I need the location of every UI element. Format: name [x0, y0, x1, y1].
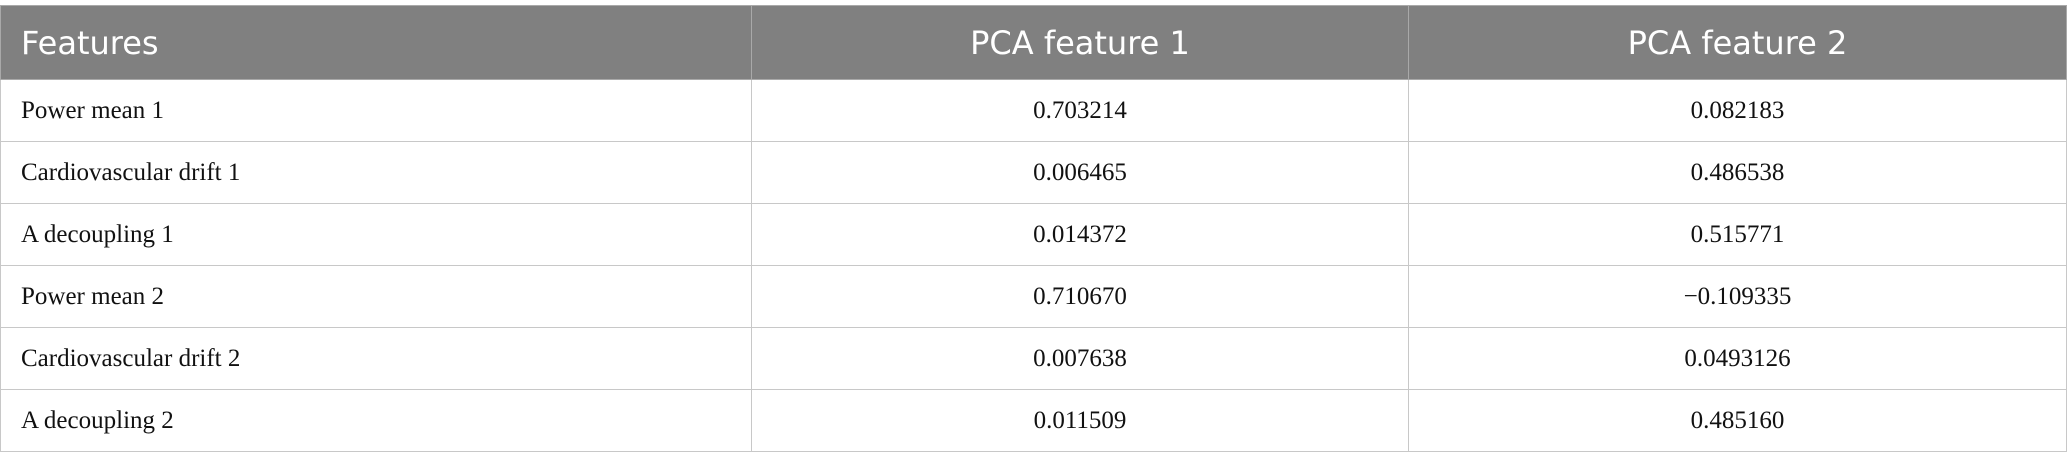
table: Features PCA feature 1 PCA feature 2 Power… — [0, 5, 2067, 452]
table-cell: Power mean 2 — [0, 265, 752, 328]
header-cell: PCA feature 2 — [1408, 5, 2067, 80]
table-wrapper: Features PCA feature 1 PCA feature 2 Power… — [0, 5, 2067, 452]
table-cell: 0.486538 — [1408, 141, 2067, 204]
table-row: Cardiovascular drift 2 0.007638 0.0493126 — [0, 327, 2067, 390]
table-cell: 0.515771 — [1408, 203, 2067, 266]
header-cell: PCA feature 1 — [751, 5, 1409, 80]
table-cell: 0.0493126 — [1408, 327, 2067, 390]
table-cell: 0.007638 — [751, 327, 1409, 390]
table-body: Power mean 1 0.703214 0.082183 Cardiovascul… — [0, 79, 2067, 452]
table-row: Power mean 2 0.710670 −0.109335 — [0, 265, 2067, 328]
table-cell: Power mean 1 — [0, 79, 752, 142]
table-row: Power mean 1 0.703214 0.082183 — [0, 79, 2067, 142]
table-row: Cardiovascular drift 1 0.006465 0.486538 — [0, 141, 2067, 204]
table-cell: A decoupling 1 — [0, 203, 752, 266]
table-cell: Cardiovascular drift 1 — [0, 141, 752, 204]
table-cell: 0.710670 — [751, 265, 1409, 328]
table-cell: Cardiovascular drift 2 — [0, 327, 752, 390]
table-cell: 0.082183 — [1408, 79, 2067, 142]
table-cell: 0.006465 — [751, 141, 1409, 204]
table-cell: 0.011509 — [751, 389, 1409, 452]
table-header: Features PCA feature 1 PCA feature 2 — [0, 5, 2067, 80]
table-cell: 0.703214 — [751, 79, 1409, 142]
header-cell: Features — [0, 5, 752, 80]
table-cell: 0.485160 — [1408, 389, 2067, 452]
table-row: A decoupling 2 0.011509 0.485160 — [0, 389, 2067, 452]
table-cell: −0.109335 — [1408, 265, 2067, 328]
header-row: Features PCA feature 1 PCA feature 2 — [0, 5, 2067, 80]
table-row: A decoupling 1 0.014372 0.515771 — [0, 203, 2067, 266]
table-cell: 0.014372 — [751, 203, 1409, 266]
table-cell: A decoupling 2 — [0, 389, 752, 452]
